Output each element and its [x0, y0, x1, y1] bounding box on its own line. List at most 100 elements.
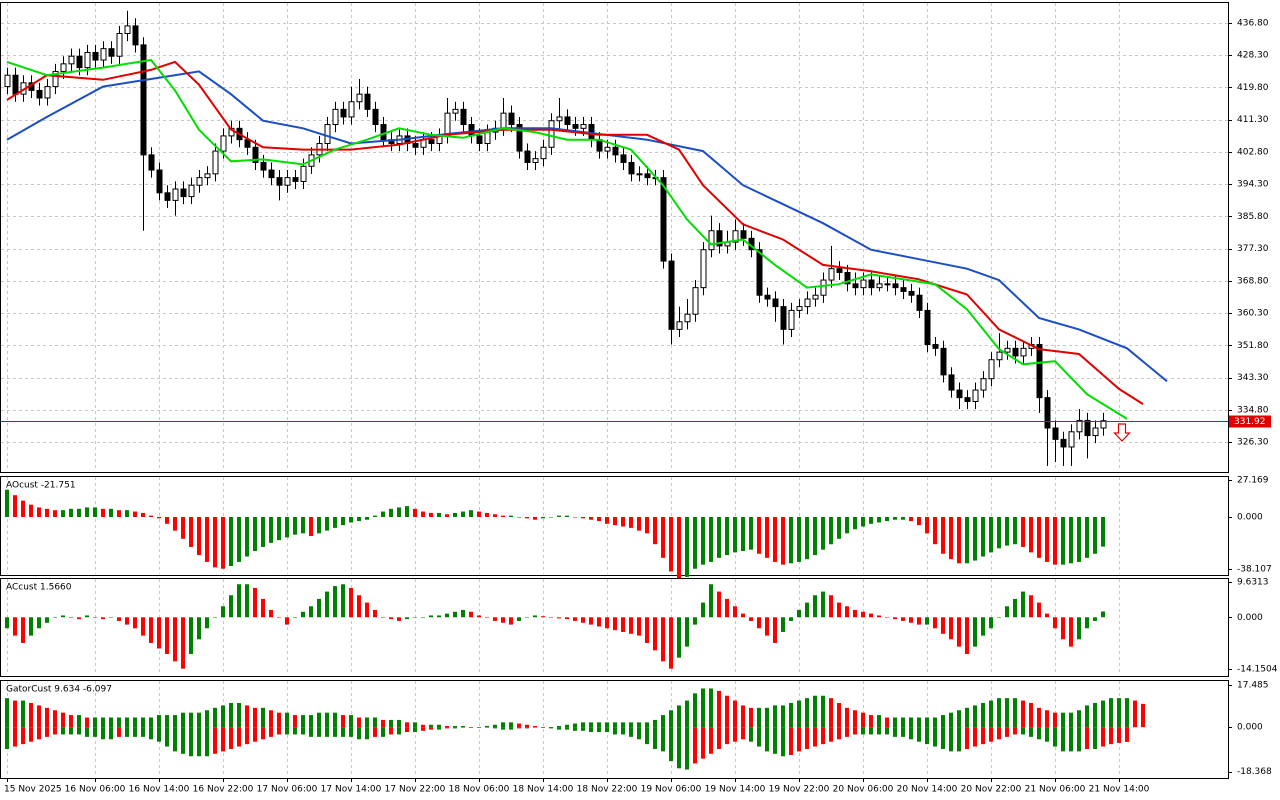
gator-bar: [133, 727, 137, 737]
histogram-bar: [261, 516, 265, 547]
histogram-bar: [453, 512, 457, 517]
candle-body: [132, 25, 139, 46]
histogram-bar: [189, 516, 193, 547]
histogram-bar: [869, 613, 873, 618]
histogram-bar: [509, 617, 513, 625]
gator-bar: [629, 722, 633, 728]
gator-bar: [901, 727, 905, 737]
gator-bar: [285, 712, 289, 728]
gator-bar: [973, 705, 977, 728]
candle-body: [828, 268, 835, 281]
candle-body: [684, 313, 691, 323]
histogram-bar: [333, 516, 337, 528]
gator-bar: [1021, 700, 1025, 728]
candle-body: [268, 169, 275, 179]
histogram-bar: [645, 617, 649, 643]
gator-bar: [717, 690, 721, 728]
gator-bar: [845, 727, 849, 737]
gator-bar: [357, 717, 361, 728]
gator-bar: [293, 715, 297, 728]
candle-body: [484, 131, 491, 144]
gator-bar: [829, 727, 833, 742]
candle-body: [892, 283, 899, 289]
histogram-bar: [181, 617, 185, 669]
histogram-bar: [421, 617, 425, 618]
candle-body: [932, 344, 939, 349]
histogram-bar: [253, 516, 257, 552]
gator-bar: [669, 727, 673, 762]
candle-body: [884, 283, 891, 286]
gator-bar: [125, 717, 129, 728]
pane-title: GatorCust 9.634 -6.097: [6, 685, 112, 695]
histogram-bar: [549, 516, 553, 518]
candle-body: [620, 154, 627, 163]
candle-body: [164, 192, 171, 201]
gator-bar: [93, 727, 97, 737]
gator-bar: [373, 727, 377, 737]
gator-bar: [53, 710, 57, 728]
x-tick-label: 17 Nov 14:00: [321, 785, 382, 795]
histogram-bar: [29, 504, 33, 517]
gator-bar: [765, 707, 769, 728]
histogram-bar: [677, 516, 681, 579]
gator-bar: [413, 722, 417, 728]
gator-bar: [557, 727, 561, 730]
y-tick-label: 402.80: [1237, 147, 1269, 157]
histogram-bar: [93, 507, 97, 517]
histogram-bar: [949, 617, 953, 640]
histogram-bar: [653, 516, 657, 545]
pane-title: AOcust -21.751: [6, 481, 76, 491]
gator-bar: [149, 717, 153, 728]
gator-bar: [77, 727, 81, 735]
histogram-bar: [445, 613, 449, 618]
gator-bar: [237, 727, 241, 747]
gator-bar: [1069, 712, 1073, 728]
histogram-bar: [229, 516, 233, 567]
histogram-bar: [725, 516, 729, 556]
gator-bar: [837, 702, 841, 728]
gator-bar: [125, 727, 129, 737]
gator-bar: [213, 727, 217, 754]
histogram-bar: [733, 606, 737, 618]
candle-body: [180, 188, 187, 198]
x-tick-label: 17 Nov 22:00: [385, 785, 446, 795]
histogram-bar: [229, 595, 233, 618]
histogram-bar: [821, 591, 825, 618]
gator-bar: [141, 717, 145, 728]
histogram-bar: [989, 516, 993, 553]
gator-bar: [157, 715, 161, 728]
candle-body: [908, 290, 915, 296]
histogram-bar: [133, 617, 137, 629]
histogram-bar: [821, 516, 825, 550]
y-tick-label: 334.80: [1237, 405, 1269, 415]
histogram-bar: [45, 617, 49, 623]
candle-body: [540, 146, 547, 160]
gator-bar: [813, 727, 817, 747]
gator-bar: [733, 727, 737, 742]
gator-bar: [973, 727, 977, 747]
gator-bar: [581, 727, 585, 731]
gator-bar: [1013, 727, 1017, 735]
candle-body: [820, 279, 827, 296]
candle-body: [476, 135, 483, 144]
histogram-bar: [445, 514, 449, 517]
gator-bar: [637, 722, 641, 728]
histogram-bar: [277, 516, 281, 541]
histogram-bar: [269, 516, 273, 543]
candle-body: [116, 32, 123, 57]
gator-bar: [981, 702, 985, 728]
gator-bar: [261, 707, 265, 728]
gator-bar: [293, 727, 297, 735]
candle-body: [740, 230, 747, 239]
histogram-bar: [717, 591, 721, 618]
histogram-bar: [133, 511, 137, 517]
candle-body: [916, 294, 923, 311]
gator-bar: [909, 727, 913, 740]
histogram-bar: [397, 507, 401, 517]
gator-bar: [909, 717, 913, 728]
histogram-bar: [501, 515, 505, 517]
histogram-bar: [805, 602, 809, 618]
gator-bar: [861, 712, 865, 728]
candle-body: [204, 173, 211, 179]
